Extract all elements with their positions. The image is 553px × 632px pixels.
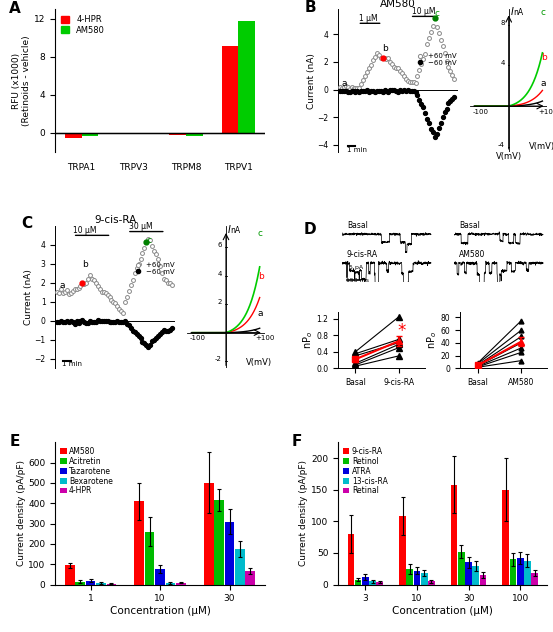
Text: 1 µM: 1 µM: [359, 13, 378, 23]
Y-axis label: nP$_o$: nP$_o$: [426, 331, 439, 349]
Text: -100: -100: [190, 335, 206, 341]
Bar: [451, 485, 457, 585]
Y-axis label: RFU (x1000)
(Retinoids - vehicle): RFU (x1000) (Retinoids - vehicle): [12, 35, 32, 126]
Title: AM580: AM580: [380, 0, 416, 9]
Text: 4: 4: [500, 61, 505, 66]
Legend: AM580, Acitretin, Tazarotene, Bexarotene, 4-HPR: AM580, Acitretin, Tazarotene, Bexarotene…: [59, 446, 114, 496]
Bar: [117, 133, 134, 134]
Bar: [414, 571, 420, 585]
Legend: 9-cis-RA, Retinol, ATRA, 13-cis-RA, Retinal: 9-cis-RA, Retinol, ATRA, 13-cis-RA, Reti…: [342, 446, 388, 496]
Text: -4: -4: [498, 142, 505, 148]
Text: a: a: [59, 281, 65, 291]
Bar: [186, 133, 203, 136]
Text: E: E: [9, 434, 19, 449]
X-axis label: Concentration (μM): Concentration (μM): [392, 606, 493, 616]
Text: a: a: [342, 79, 347, 88]
Text: c: c: [147, 236, 152, 245]
Bar: [155, 569, 165, 585]
Text: c: c: [541, 8, 546, 16]
Text: b: b: [258, 272, 264, 281]
Text: C: C: [22, 216, 33, 231]
Bar: [472, 566, 479, 585]
Bar: [531, 573, 538, 585]
Bar: [225, 521, 234, 585]
Text: nA: nA: [513, 8, 523, 16]
Bar: [176, 583, 186, 585]
Text: 6: 6: [217, 242, 222, 248]
Text: AM580: AM580: [459, 250, 486, 259]
Text: -2: -2: [215, 356, 222, 362]
Y-axis label: Current (nA): Current (nA): [24, 269, 33, 325]
Text: b: b: [82, 260, 88, 269]
Bar: [502, 490, 509, 585]
Bar: [107, 583, 116, 585]
Bar: [86, 581, 96, 585]
Text: 1 min: 1 min: [62, 362, 82, 367]
Text: nA: nA: [230, 226, 240, 235]
Bar: [428, 581, 435, 585]
Title: 9-cis-RA: 9-cis-RA: [94, 215, 137, 225]
Bar: [134, 501, 144, 585]
Text: 10 µM: 10 µM: [411, 6, 435, 16]
Y-axis label: Current density (pA/pF): Current density (pA/pF): [17, 461, 25, 566]
Text: D: D: [304, 222, 316, 237]
Text: 10 µM: 10 µM: [73, 226, 96, 234]
Text: B: B: [304, 0, 316, 15]
Bar: [222, 46, 238, 133]
Bar: [362, 577, 369, 585]
Bar: [517, 558, 524, 585]
Bar: [355, 580, 362, 585]
Text: +100: +100: [539, 109, 553, 115]
Y-axis label: nP$_o$: nP$_o$: [301, 331, 315, 349]
Bar: [75, 581, 85, 585]
Bar: [509, 559, 517, 585]
Text: b: b: [383, 44, 388, 53]
Bar: [246, 571, 255, 585]
Legend: +60 mV, −60 mV: +60 mV, −60 mV: [135, 262, 174, 275]
Bar: [65, 565, 75, 585]
Legend: 4-HPR, AM580: 4-HPR, AM580: [60, 14, 107, 36]
Text: *: *: [397, 322, 405, 340]
Bar: [81, 133, 98, 136]
Bar: [214, 500, 224, 585]
Text: V(mV): V(mV): [529, 142, 553, 151]
Text: c: c: [435, 9, 440, 18]
Text: Basal: Basal: [347, 221, 368, 230]
Text: Basal: Basal: [459, 221, 480, 230]
Text: F: F: [292, 434, 302, 449]
Text: $\it{I}$: $\it{I}$: [227, 223, 232, 235]
Text: 1 min: 1 min: [347, 147, 367, 153]
Bar: [377, 582, 383, 585]
Bar: [165, 583, 175, 585]
Bar: [479, 575, 486, 585]
Bar: [204, 483, 213, 585]
Bar: [96, 583, 106, 585]
Text: $\it{I}$: $\it{I}$: [510, 4, 514, 16]
Text: +100: +100: [255, 335, 275, 341]
Text: A: A: [9, 1, 21, 16]
Bar: [524, 561, 531, 585]
Bar: [421, 573, 427, 585]
X-axis label: Concentration (μM): Concentration (μM): [109, 606, 211, 616]
Text: 4: 4: [217, 270, 222, 277]
Bar: [406, 569, 413, 585]
Text: 150 ms: 150 ms: [346, 277, 369, 283]
Text: c: c: [258, 229, 263, 238]
Text: 30 µM: 30 µM: [129, 222, 153, 231]
Bar: [369, 581, 376, 585]
Text: 5 pA: 5 pA: [348, 265, 363, 270]
Bar: [347, 534, 354, 585]
Legend: +60 mV, −60 mV: +60 mV, −60 mV: [418, 53, 457, 66]
Bar: [238, 21, 255, 133]
Text: a: a: [541, 79, 546, 88]
X-axis label: V(mV): V(mV): [495, 152, 522, 161]
Y-axis label: Current (nA): Current (nA): [307, 52, 316, 109]
Text: 8: 8: [500, 20, 505, 26]
Text: V(mV): V(mV): [246, 358, 272, 367]
Text: -100: -100: [472, 109, 488, 115]
Bar: [65, 133, 81, 138]
Text: 2: 2: [217, 299, 222, 305]
Bar: [458, 552, 465, 585]
Bar: [145, 532, 154, 585]
Y-axis label: Current density (pA/pF): Current density (pA/pF): [299, 461, 308, 566]
